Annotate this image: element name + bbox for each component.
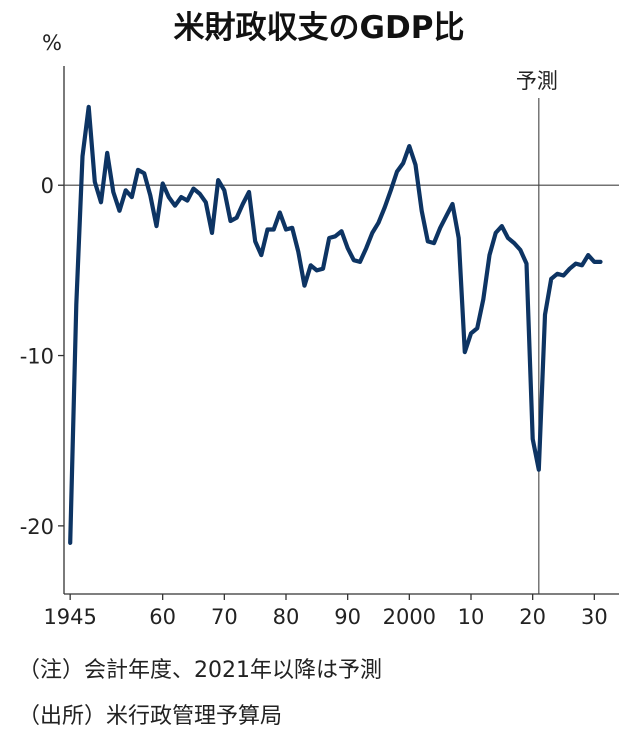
axis-ticks: 0 -10 -20 1945 60 70 80 90 2000 10 20 30 xyxy=(20,174,608,629)
series-layer xyxy=(68,104,603,545)
y-tick-label: -10 xyxy=(20,345,54,369)
y-tick-label: 0 xyxy=(41,174,54,198)
series-line-budget-balance xyxy=(68,104,603,545)
x-tick-label: 70 xyxy=(211,605,238,629)
x-tick-label: 60 xyxy=(149,605,176,629)
x-tick-label: 10 xyxy=(458,605,485,629)
x-tick-label: 80 xyxy=(273,605,300,629)
y-tick-label: -20 xyxy=(20,515,54,539)
chart-title: 米財政収支のGDP比 xyxy=(174,10,465,46)
y-axis-unit-label: % xyxy=(42,31,62,55)
x-tick-label: 2000 xyxy=(383,605,436,629)
x-tick-label: 90 xyxy=(334,605,361,629)
x-tick-label: 30 xyxy=(581,605,608,629)
x-tick-label: 20 xyxy=(519,605,546,629)
reference-lines: 予測 xyxy=(64,69,619,594)
footnote-source: （出所）米行政管理予算局 xyxy=(18,704,283,729)
forecast-label: 予測 xyxy=(516,69,558,93)
chart-svg: 米財政収支のGDP比 % 0 -10 -20 1945 60 70 80 90 2000 10 20… xyxy=(20,10,619,629)
footnote-note: （注）会計年度、2021年以降は予測 xyxy=(18,658,382,683)
x-tick-label: 1945 xyxy=(43,605,96,629)
plot-frame xyxy=(63,66,619,595)
